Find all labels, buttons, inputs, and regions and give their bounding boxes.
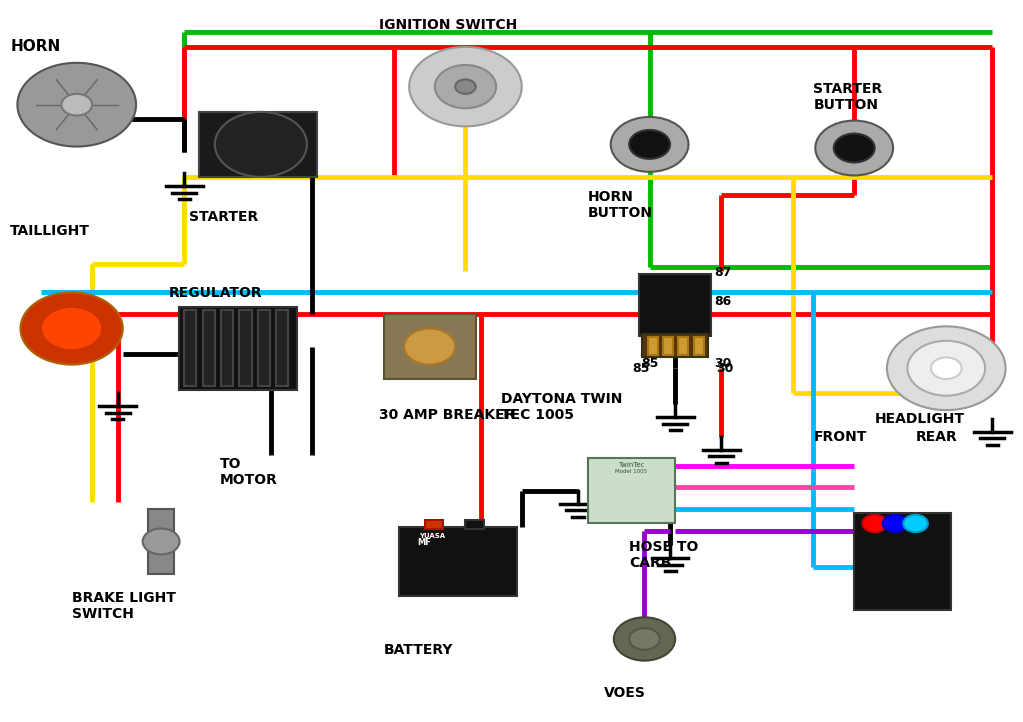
Text: TO
MOTOR: TO MOTOR [220, 457, 278, 487]
Bar [648, 337, 658, 355]
Text: HORN: HORN [10, 39, 60, 54]
Text: 30: 30 [714, 357, 731, 370]
Text: HOSE TO
CARB: HOSE TO CARB [629, 540, 699, 570]
Text: VOES: VOES [604, 687, 646, 700]
Text: 86: 86 [714, 295, 731, 308]
Circle shape [907, 341, 985, 396]
Text: 85: 85 [641, 357, 659, 370]
Text: FRONT: FRONT [813, 430, 866, 444]
Text: TAILLIGHT: TAILLIGHT [10, 225, 90, 238]
Text: 30 AMP BREAKER: 30 AMP BREAKER [379, 409, 515, 422]
Circle shape [815, 121, 893, 175]
Circle shape [834, 134, 875, 162]
Circle shape [215, 112, 307, 177]
Text: 87: 87 [714, 266, 731, 279]
Bar [399, 527, 517, 596]
Text: MF: MF [417, 538, 432, 547]
Circle shape [404, 329, 455, 365]
Circle shape [887, 326, 1006, 410]
Bar [588, 458, 675, 523]
Bar [199, 112, 317, 177]
Bar [179, 307, 297, 390]
Bar [854, 513, 951, 610]
Text: 85: 85 [632, 362, 650, 375]
Bar [221, 310, 233, 386]
Text: DAYTONA TWIN
TEC 1005: DAYTONA TWIN TEC 1005 [501, 392, 623, 422]
Bar [384, 314, 476, 379]
Circle shape [409, 47, 522, 126]
Circle shape [435, 65, 496, 108]
Text: YUASA: YUASA [419, 533, 446, 539]
Text: TwinTec: TwinTec [618, 462, 644, 468]
Bar [203, 310, 215, 386]
Bar [276, 310, 288, 386]
Bar [642, 334, 708, 357]
Circle shape [17, 63, 136, 147]
Bar [184, 310, 196, 386]
Circle shape [20, 292, 123, 365]
Circle shape [862, 515, 887, 532]
Circle shape [614, 617, 675, 661]
Text: HORN
BUTTON: HORN BUTTON [588, 190, 654, 220]
Bar [258, 310, 270, 386]
Circle shape [41, 307, 102, 350]
Bar [239, 310, 252, 386]
Text: IGNITION SWITCH: IGNITION SWITCH [379, 19, 517, 32]
Text: REGULATOR: REGULATOR [169, 286, 263, 300]
Bar [148, 509, 174, 574]
Circle shape [455, 79, 476, 94]
Circle shape [629, 130, 670, 159]
Text: STARTER
BUTTON: STARTER BUTTON [813, 82, 883, 112]
Text: BRAKE LIGHT
SWITCH: BRAKE LIGHT SWITCH [72, 591, 176, 621]
Bar [694, 337, 704, 355]
Text: STARTER: STARTER [189, 210, 259, 224]
Bar [465, 520, 484, 529]
Circle shape [611, 117, 688, 172]
Bar [678, 337, 688, 355]
Text: HEADLIGHT: HEADLIGHT [875, 412, 965, 426]
Bar [663, 337, 673, 355]
Circle shape [629, 628, 660, 650]
Circle shape [61, 94, 92, 116]
Bar [639, 274, 711, 336]
Circle shape [143, 529, 180, 554]
Circle shape [931, 357, 962, 379]
Circle shape [903, 515, 928, 532]
Text: Model 1005: Model 1005 [615, 469, 648, 474]
Circle shape [883, 515, 907, 532]
Text: 30: 30 [716, 362, 733, 375]
Text: BATTERY: BATTERY [384, 643, 453, 657]
Text: REAR: REAR [916, 430, 958, 444]
Bar [425, 520, 443, 529]
